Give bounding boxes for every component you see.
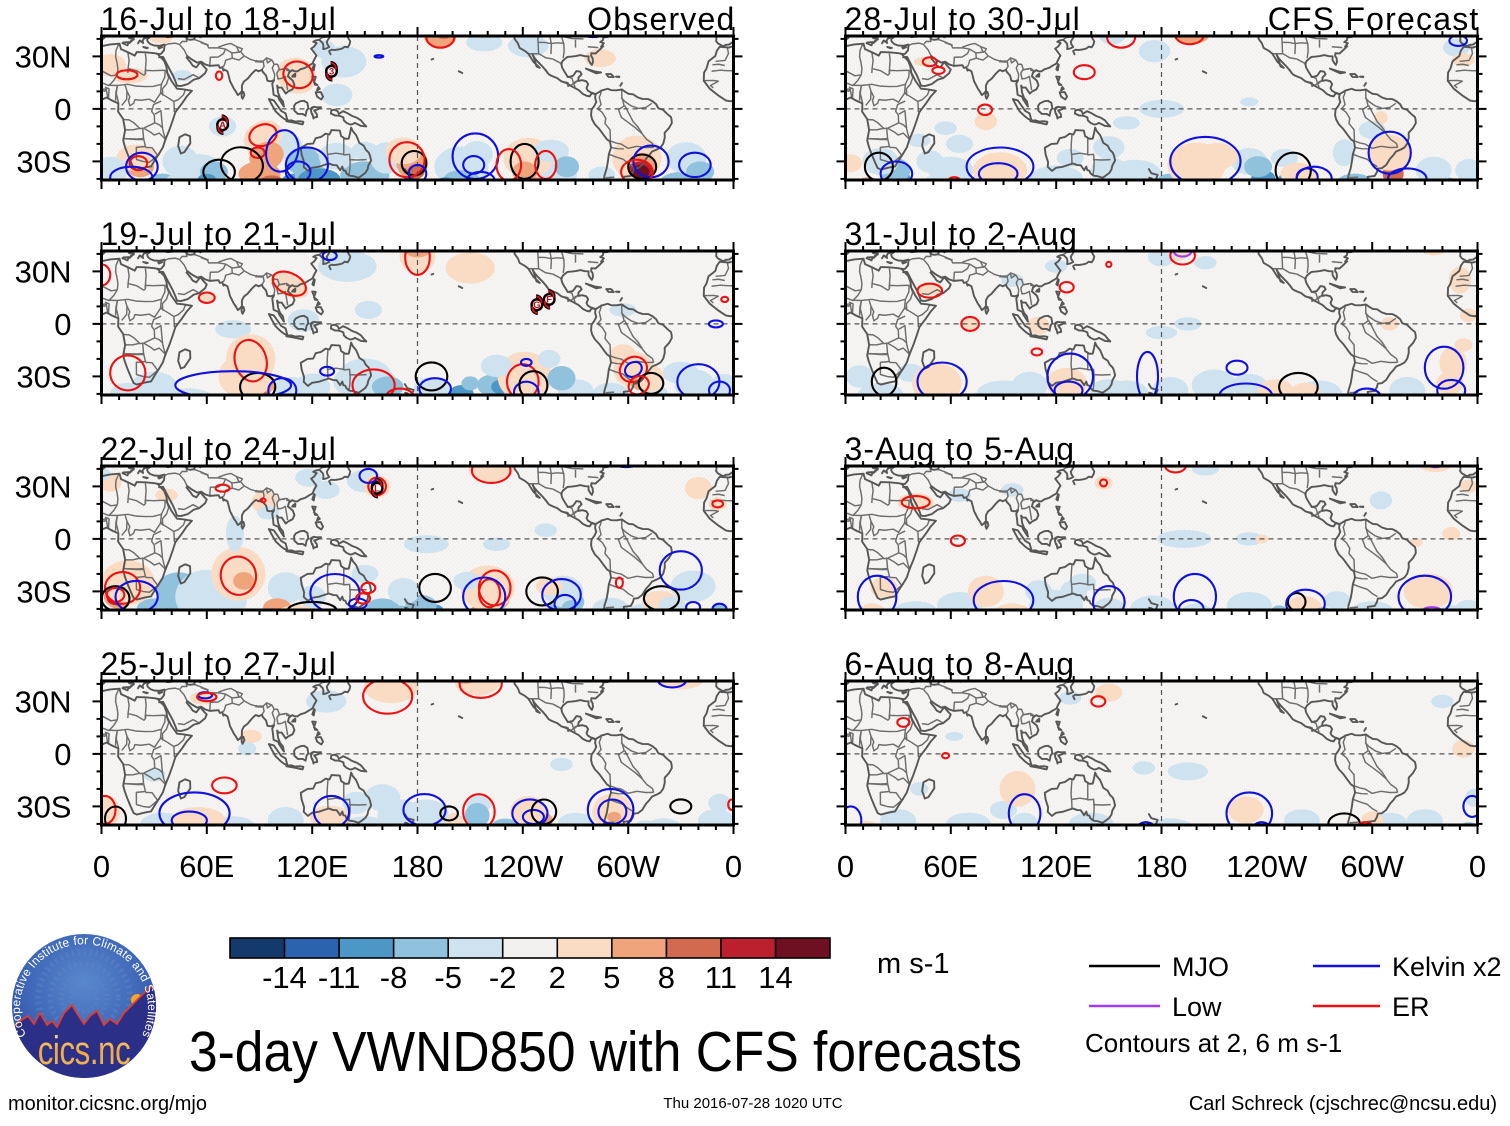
- svg-text:-14: -14: [262, 960, 307, 995]
- svg-text:30N: 30N: [15, 39, 72, 74]
- svg-text:F: F: [546, 295, 552, 306]
- svg-text:60E: 60E: [179, 849, 234, 884]
- svg-text:60W: 60W: [1340, 849, 1404, 884]
- svg-text:-11: -11: [318, 960, 361, 995]
- svg-text:0: 0: [54, 522, 71, 557]
- svg-text:-2: -2: [489, 960, 517, 995]
- svg-text:30S: 30S: [16, 574, 71, 609]
- svg-text:-5: -5: [434, 960, 462, 995]
- svg-text:MJO: MJO: [1172, 952, 1229, 982]
- svg-text:30S: 30S: [16, 359, 71, 394]
- svg-text:0: 0: [725, 849, 742, 884]
- svg-text:cics.nc: cics.nc: [38, 1028, 131, 1073]
- svg-text:ER: ER: [1392, 992, 1430, 1022]
- svg-text:31-Jul to 2-Aug: 31-Jul to 2-Aug: [845, 216, 1079, 252]
- svg-text:3-day VWND850 with CFS forecas: 3-day VWND850 with CFS forecasts: [189, 1020, 1022, 1084]
- svg-text:22-Jul to 24-Jul: 22-Jul to 24-Jul: [101, 431, 337, 467]
- svg-text:0: 0: [54, 307, 71, 342]
- svg-text:180: 180: [1136, 849, 1188, 884]
- svg-text:28-Jul to 30-Jul: 28-Jul to 30-Jul: [845, 1, 1081, 37]
- svg-text:CFS Forecast: CFS Forecast: [1268, 1, 1480, 37]
- svg-text:8: 8: [658, 960, 675, 995]
- svg-text:120W: 120W: [1226, 849, 1308, 884]
- svg-text:180: 180: [392, 849, 444, 884]
- svg-text:m s-1: m s-1: [877, 948, 950, 980]
- svg-text:16-Jul to 18-Jul: 16-Jul to 18-Jul: [101, 1, 337, 37]
- svg-text:30S: 30S: [16, 789, 71, 824]
- svg-text:0: 0: [54, 92, 71, 127]
- svg-text:11: 11: [705, 960, 737, 995]
- svg-text:3: 3: [329, 67, 334, 78]
- svg-text:60E: 60E: [923, 849, 978, 884]
- svg-text:A: A: [219, 120, 226, 131]
- svg-text:Contours at 2, 6 m s-1: Contours at 2, 6 m s-1: [1085, 1028, 1342, 1058]
- svg-text:25-Jul to 27-Jul: 25-Jul to 27-Jul: [101, 646, 337, 682]
- svg-text:120W: 120W: [482, 849, 564, 884]
- svg-text:0: 0: [93, 849, 110, 884]
- svg-text:30N: 30N: [15, 254, 72, 289]
- svg-text:0: 0: [54, 737, 71, 772]
- svg-text:60W: 60W: [596, 849, 660, 884]
- svg-text:6-Aug to 8-Aug: 6-Aug to 8-Aug: [845, 646, 1076, 682]
- svg-text:2: 2: [549, 960, 566, 995]
- svg-text:0: 0: [837, 849, 854, 884]
- svg-text:Kelvin x2: Kelvin x2: [1392, 952, 1502, 982]
- svg-text:5: 5: [603, 960, 620, 995]
- svg-text:Carl Schreck (cjschrec@ncsu.ed: Carl Schreck (cjschrec@ncsu.edu): [1189, 1093, 1497, 1115]
- svg-text:120E: 120E: [1020, 849, 1092, 884]
- svg-text:120E: 120E: [276, 849, 348, 884]
- svg-text:L: L: [374, 484, 380, 495]
- svg-text:Thu 2016-07-28 1020 UTC: Thu 2016-07-28 1020 UTC: [663, 1095, 842, 1112]
- svg-text:G: G: [533, 300, 540, 311]
- svg-text:Observed: Observed: [587, 1, 735, 37]
- svg-text:monitor.cicsnc.org/mjo: monitor.cicsnc.org/mjo: [8, 1093, 207, 1115]
- svg-text:19-Jul to 21-Jul: 19-Jul to 21-Jul: [101, 216, 337, 252]
- svg-text:-8: -8: [380, 960, 408, 995]
- svg-text:14: 14: [758, 960, 792, 995]
- svg-text:0: 0: [1469, 849, 1486, 884]
- svg-text:30S: 30S: [16, 144, 71, 179]
- svg-text:30N: 30N: [15, 684, 72, 719]
- svg-text:30N: 30N: [15, 469, 72, 504]
- svg-text:3-Aug to 5-Aug: 3-Aug to 5-Aug: [845, 431, 1076, 467]
- svg-text:Low: Low: [1172, 992, 1222, 1022]
